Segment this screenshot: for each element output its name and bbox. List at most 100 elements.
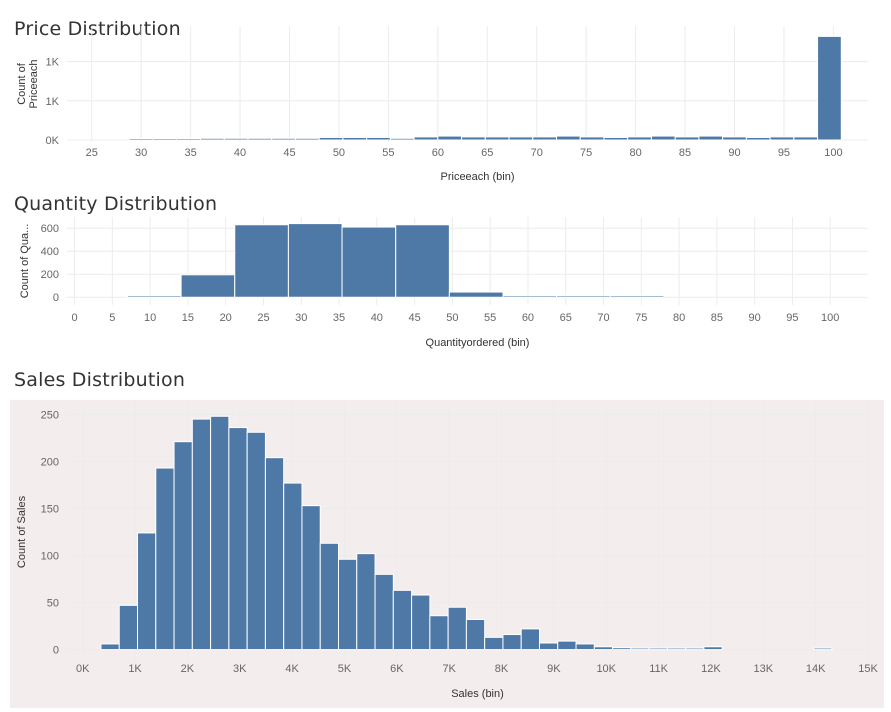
sales-bar[interactable] [612,647,632,651]
quantity-bar[interactable] [448,291,504,298]
quantity-x-tick-label: 35 [333,312,345,324]
sales-bar[interactable] [246,431,266,651]
sales-bar[interactable] [520,628,540,651]
quantity-y-tick-label: 0 [53,292,59,304]
sales-bar[interactable] [593,646,614,651]
price-bar[interactable] [461,136,486,141]
price-bar[interactable] [579,136,605,141]
quantity-bar[interactable] [287,223,343,298]
sales-x-tick-label: 11K [649,663,668,675]
price-x-tick-label: 55 [382,147,394,159]
price-bar[interactable] [674,136,700,141]
sales-bar[interactable] [228,427,248,651]
sales-bar[interactable] [648,647,668,651]
price-x-tick-label: 70 [531,147,543,159]
sales-bar[interactable] [447,606,467,651]
quantity-x-tick-label: 50 [446,312,458,324]
sales-bar[interactable] [100,643,120,651]
sales-bar[interactable] [411,594,431,651]
price-bar[interactable] [817,35,842,141]
price-bar[interactable] [176,138,201,141]
price-bar[interactable] [603,136,629,141]
price-bar[interactable] [698,135,724,141]
price-bar[interactable] [200,137,225,141]
price-bar[interactable] [389,137,415,141]
price-bar[interactable] [342,136,368,141]
price-x-axis-label: Priceeach (bin) [441,171,515,183]
sales-bar[interactable] [392,589,413,651]
sales-x-tick-label: 0K [76,663,90,675]
sales-y-tick-label: 0 [53,645,59,657]
quantity-bar[interactable] [180,274,236,298]
price-bar[interactable] [437,135,463,141]
sales-bar[interactable] [666,647,687,651]
sales-bar[interactable] [630,647,650,651]
sales-bar[interactable] [118,604,139,651]
sales-bar[interactable] [356,553,376,651]
quantity-x-tick-label: 100 [821,312,839,324]
quantity-x-tick-label: 70 [597,312,609,324]
quantity-x-tick-label: 20 [220,312,232,324]
quantity-y-tick-label: 400 [41,246,59,258]
quantity-bar[interactable] [341,226,397,298]
quantity-x-tick-label: 45 [408,312,420,324]
sales-x-tick-label: 1K [128,663,142,675]
sales-x-tick-label: 5K [338,663,352,675]
sales-bar[interactable] [484,636,504,651]
sales-bar[interactable] [283,482,303,651]
sales-bar[interactable] [173,441,193,651]
price-bar[interactable] [556,135,581,141]
sales-bar[interactable] [429,615,449,651]
price-bar[interactable] [294,137,320,141]
sales-x-tick-label: 12K [701,663,721,675]
quantity-x-tick-label: 15 [182,312,194,324]
sales-bar[interactable] [703,646,723,651]
sales-y-tick-label: 250 [41,409,59,421]
price-bar[interactable] [650,135,676,141]
sales-bar[interactable] [538,642,559,651]
sales-bar[interactable] [575,643,595,651]
price-bar[interactable] [318,136,344,141]
sales-bar[interactable] [338,558,358,651]
quantity-bar[interactable] [502,295,558,298]
price-bar[interactable] [152,138,178,141]
quantity-bar[interactable] [234,224,289,298]
price-bar[interactable] [745,136,771,141]
quantity-bar[interactable] [556,295,611,298]
price-bar[interactable] [769,136,795,141]
sales-bar[interactable] [191,418,212,651]
sales-bar[interactable] [465,618,486,651]
sales-bar[interactable] [374,573,394,651]
sales-bar[interactable] [813,647,833,651]
sales-bar[interactable] [557,640,577,651]
price-bar[interactable] [247,137,273,141]
sales-x-tick-label: 3K [233,663,247,675]
price-x-tick-label: 50 [333,147,345,159]
quantity-bar[interactable] [609,295,665,298]
price-bar[interactable] [508,136,534,141]
price-bar[interactable] [128,138,154,141]
sales-bar[interactable] [137,532,157,651]
sales-bar[interactable] [685,647,705,651]
sales-bar[interactable] [264,457,285,651]
quantity-bar[interactable] [395,224,450,298]
price-bar[interactable] [627,136,652,141]
price-x-tick-label: 80 [629,147,641,159]
price-y-tick-label: 0K [46,135,60,147]
sales-bar[interactable] [319,542,340,651]
price-bar[interactable] [532,136,557,141]
price-bar[interactable] [722,136,747,141]
sales-bar[interactable] [210,415,230,651]
sales-bar[interactable] [155,467,175,651]
quantity-bar[interactable] [126,295,182,298]
price-bar[interactable] [484,136,510,141]
price-x-tick-label: 90 [728,147,740,159]
price-bar[interactable] [793,136,819,141]
price-bar[interactable] [366,136,391,141]
price-bar[interactable] [413,136,439,141]
sales-bar[interactable] [502,634,522,651]
sales-x-tick-label: 14K [806,663,826,675]
price-bar[interactable] [271,137,296,141]
sales-bar[interactable] [301,505,321,651]
price-bar[interactable] [223,137,249,141]
